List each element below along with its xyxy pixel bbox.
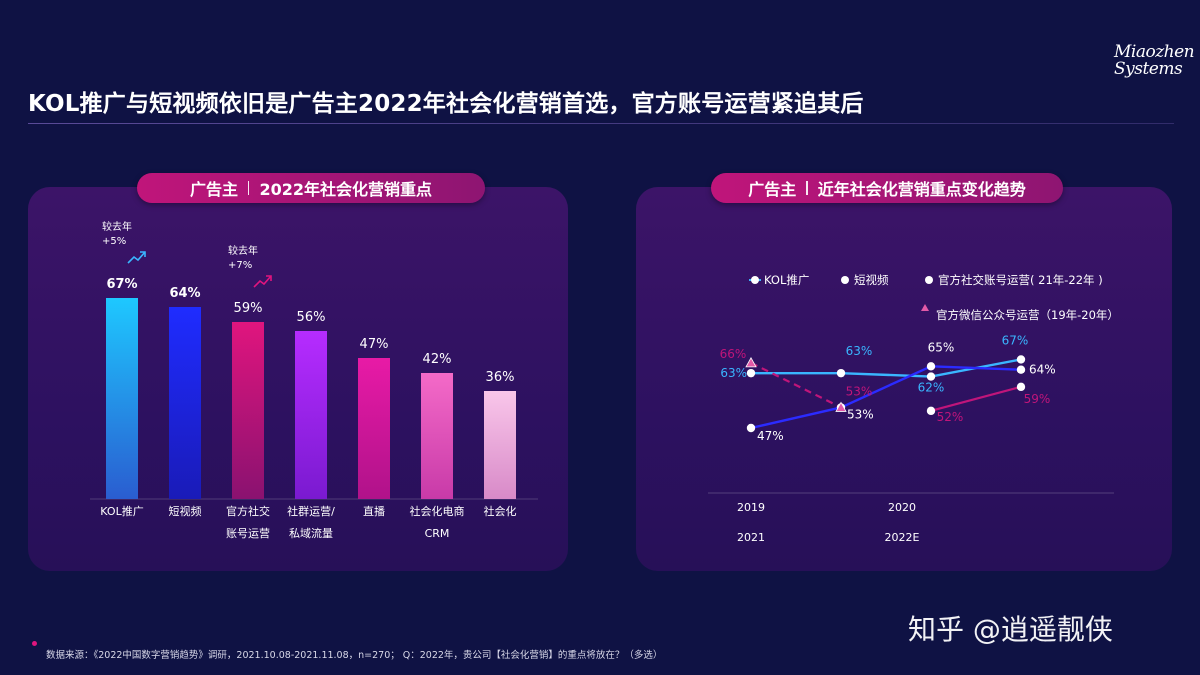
trend-up-icon-head — [140, 251, 146, 257]
bar-category-label-6-0: 社会化 — [484, 504, 517, 518]
bar-category-label-3-1: 私域流量 — [289, 526, 333, 540]
x-tick-label-row2-1: 2022E — [885, 531, 920, 544]
series-value-label-1-2: 65% — [928, 340, 955, 354]
bar-category-label-0-0: KOL推广 — [100, 504, 143, 518]
bar-category-label-5-0: 社会化电商 — [410, 504, 465, 518]
legend-label-1: 短视频 — [854, 273, 889, 287]
watermark: 知乎 @逍遥靓侠 — [908, 613, 1113, 646]
bar-category-label-3-0: 社群运营/ — [287, 504, 335, 518]
bar-category-label-1-0: 短视频 — [169, 504, 202, 518]
pill-separator — [806, 181, 808, 195]
series-marker-0-0 — [746, 368, 756, 378]
series-marker-1-2 — [926, 362, 936, 371]
x-tick-label-row1-1: 2020 — [888, 501, 916, 514]
bar-category-label-2-1: 账号运营 — [226, 526, 270, 540]
series-marker-1-0 — [746, 423, 756, 433]
series-marker-0-2 — [926, 372, 936, 381]
legend-label-3: 官方微信公众号运营（19年-20年） — [936, 308, 1119, 322]
legend-marker-3 — [921, 304, 929, 311]
bar-3 — [295, 331, 327, 499]
bar-4 — [358, 358, 390, 499]
series-value-label-0-3: 67% — [1002, 333, 1029, 347]
bar-value-label-1: 64% — [169, 286, 200, 301]
line-chart-header-pill: 广告主 近年社会化营销重点变化趋势 — [711, 173, 1063, 203]
series-value-label-1-3: 64% — [1029, 363, 1056, 377]
logo-line-1: Miaozhen — [1114, 42, 1195, 62]
series-marker-2-2 — [926, 406, 936, 416]
bar-value-label-2: 59% — [234, 301, 263, 316]
series-line-1 — [750, 365, 1022, 430]
bar-pill-subject: 广告主 — [189, 180, 238, 199]
bar-chart: 67% KOL推广 64% 短视频 59% 官方社交账号运营 56% 社群运营/私域流量 47%… — [90, 220, 538, 540]
series-value-label-3-1: 53% — [846, 384, 873, 398]
title-divider — [28, 123, 1174, 124]
legend-marker-0 — [751, 276, 759, 284]
series-value-label-2-3: 59% — [1024, 392, 1051, 406]
legend-label-2: 官方社交账号运营( 21年-22年 ) — [938, 273, 1103, 287]
legend-label-0: KOL推广 — [764, 273, 809, 287]
bar-2 — [232, 322, 264, 499]
series-value-label-1-1: 53% — [847, 407, 874, 421]
trend-up-icon — [127, 251, 146, 264]
growth-note-0-1: +5% — [102, 236, 126, 247]
trend-up-icon — [253, 275, 272, 288]
x-tick-label-row2-0: 2021 — [737, 531, 765, 544]
series-marker-2-3 — [1016, 382, 1026, 392]
legend-marker-2 — [925, 276, 933, 284]
series-marker-1-3 — [1016, 365, 1026, 374]
legend-marker-1 — [841, 276, 849, 284]
series-value-label-3-0: 66% — [720, 347, 747, 361]
bar-pill-topic: 2022年社会化营销重点 — [259, 180, 433, 199]
series-marker-3-1 — [835, 401, 847, 412]
bar-1 — [169, 307, 201, 499]
bar-value-label-3: 56% — [297, 310, 326, 325]
growth-note-0-0: 较去年 — [102, 220, 132, 233]
source-note: 数据来源：《2022中国数字营销趋势》调研，2021.10.08-2021.11… — [46, 650, 663, 661]
series-value-label-2-2: 52% — [937, 410, 964, 424]
line-chart: KOL推广 短视频 官方社交账号运营( 21年-22年 ) 官方微信公众号运营（19年… — [708, 273, 1119, 544]
bar-5 — [421, 373, 453, 499]
growth-note-1-1: +7% — [228, 260, 252, 271]
line-pill-topic: 近年社会化营销重点变化趋势 — [817, 180, 1026, 199]
pill-separator — [247, 181, 250, 195]
bar-category-label-4-0: 直播 — [363, 504, 385, 518]
bar-value-label-4: 47% — [360, 337, 389, 352]
logo-line-2: Systems — [1114, 59, 1183, 79]
bar-category-label-2-0: 官方社交 — [226, 504, 270, 518]
series-value-label-1-0: 47% — [757, 429, 784, 443]
bar-value-label-0: 67% — [106, 277, 137, 292]
growth-note-1-0: 较去年 — [228, 244, 258, 257]
line-pill-subject: 广告主 — [748, 180, 797, 199]
series-value-label-0-0: 63% — [720, 366, 747, 380]
series-marker-0-1 — [836, 368, 846, 378]
bar-6 — [484, 391, 516, 499]
footer-bullet — [32, 641, 37, 646]
series-value-label-0-1: 63% — [846, 344, 873, 358]
x-tick-label-row1-0: 2019 — [737, 501, 765, 514]
bar-value-label-5: 42% — [423, 352, 452, 367]
bar-chart-header-pill: 广告主 2022年社会化营销重点 — [137, 173, 485, 203]
series-line-3 — [750, 361, 842, 409]
series-marker-3-0 — [745, 357, 757, 368]
page-title: KOL推广与短视频依旧是广告主2022年社会化营销首选，官方账号运营紧追其后 — [28, 91, 864, 117]
bar-category-label-5-1: CRM — [425, 527, 450, 540]
trend-up-icon-head — [266, 275, 272, 281]
series-marker-0-3 — [1016, 355, 1026, 364]
bar-value-label-6: 36% — [486, 370, 515, 385]
series-value-label-0-2: 62% — [918, 381, 945, 395]
brand-logo: Miaozhen Systems — [1114, 42, 1195, 79]
bar-0 — [106, 298, 138, 499]
series-line-2 — [930, 385, 1022, 412]
